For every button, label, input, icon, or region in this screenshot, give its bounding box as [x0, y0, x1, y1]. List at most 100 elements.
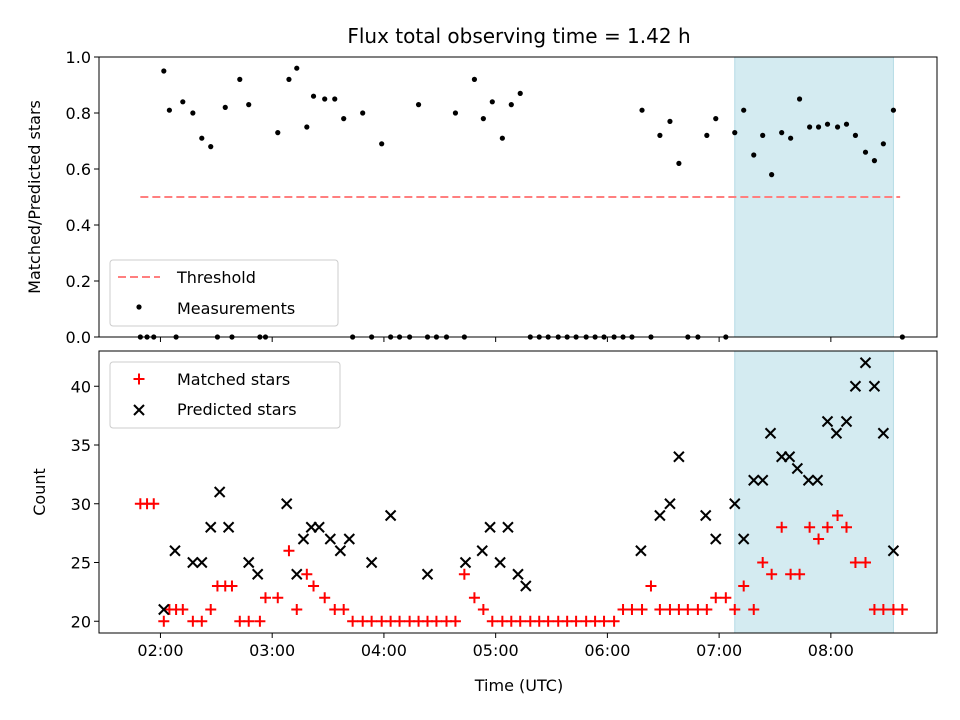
- predicted-marker: [421, 568, 434, 580]
- measurement-point: [190, 110, 196, 116]
- matched-marker: [645, 580, 657, 592]
- bottom-matched-markers: [134, 498, 908, 627]
- measurement-point: [471, 76, 478, 82]
- x-axis-label: Time (UTC): [474, 676, 563, 695]
- predicted-marker: [297, 533, 310, 545]
- measurement-point: [199, 135, 205, 141]
- matched-marker: [283, 545, 295, 557]
- matched-marker: [254, 615, 266, 627]
- measurement-point: [517, 90, 523, 96]
- legend-matched-swatch: [133, 373, 145, 385]
- measurement-point: [237, 76, 243, 82]
- measurement-point: [890, 107, 897, 113]
- predicted-marker: [635, 545, 647, 557]
- matched-marker: [682, 604, 694, 615]
- measurement-point: [824, 121, 831, 127]
- measurement-point: [796, 96, 803, 102]
- measurement-point: [499, 135, 505, 141]
- measurement-point: [779, 130, 785, 136]
- matched-marker: [748, 604, 760, 615]
- matched-marker: [394, 615, 406, 627]
- predicted-marker: [877, 427, 890, 439]
- measurement-point: [208, 144, 214, 150]
- matched-marker: [514, 615, 526, 627]
- matched-marker: [205, 604, 217, 615]
- matched-marker: [301, 568, 313, 580]
- matched-marker: [859, 557, 871, 568]
- measurement-point: [676, 160, 682, 166]
- legend-matched-marker: [133, 373, 145, 385]
- predicted-marker: [187, 556, 199, 569]
- bottom-legend-box: [109, 361, 341, 429]
- measurement-point: [815, 124, 822, 130]
- matched-marker: [570, 615, 582, 627]
- chart-title: Flux total observing time = 1.42 h: [347, 24, 690, 48]
- predicted-marker: [365, 556, 378, 569]
- measurement-point: [222, 104, 228, 110]
- predicted-marker: [830, 427, 843, 439]
- bottom-y-ticks: 20 25 30 35 40: [71, 377, 99, 631]
- measurement-point: [862, 149, 869, 155]
- measurement-point: [246, 102, 252, 108]
- predicted-marker: [673, 451, 685, 463]
- predicted-marker: [502, 521, 514, 533]
- matched-marker: [710, 592, 722, 604]
- matched-marker: [319, 592, 331, 604]
- measurement-point: [304, 124, 310, 130]
- predicted-marker: [748, 474, 760, 486]
- matched-marker: [272, 592, 284, 604]
- matched-marker: [636, 604, 648, 615]
- predicted-marker: [700, 509, 712, 522]
- matched-marker: [477, 604, 489, 615]
- predicted-marker: [196, 556, 208, 569]
- matched-marker: [720, 592, 732, 604]
- measurement-point: [452, 110, 459, 116]
- measurement-point: [704, 132, 710, 138]
- legend-predicted-marker: [133, 404, 145, 416]
- bottom-xtick-label: 02:00: [137, 641, 183, 660]
- matched-marker: [148, 498, 160, 510]
- measurement-point: [480, 116, 486, 122]
- measurement-point: [332, 96, 338, 102]
- matched-marker: [598, 615, 610, 627]
- predicted-marker: [494, 556, 506, 569]
- measurement-point: [667, 118, 673, 124]
- legend-measurements-label: Measurements: [177, 299, 295, 318]
- predicted-marker: [821, 415, 834, 428]
- measurement-point: [834, 124, 841, 130]
- measurement-point: [713, 116, 719, 122]
- bottom-ytick-label: 25: [71, 554, 91, 573]
- measurement-point: [769, 172, 775, 178]
- measurement-point: [166, 107, 172, 113]
- predicted-marker: [783, 451, 796, 463]
- matched-marker: [542, 615, 554, 627]
- matched-marker: [757, 557, 769, 568]
- measurement-point: [286, 76, 292, 82]
- bottom-ytick-label: 20: [71, 612, 91, 631]
- top-ytick-label: 0.6: [66, 160, 91, 179]
- predicted-marker: [213, 486, 226, 498]
- top-ytick-label: 0.2: [66, 272, 91, 291]
- predicted-marker: [868, 380, 881, 392]
- measurement-point: [508, 102, 514, 108]
- predicted-marker: [840, 415, 853, 428]
- matched-marker: [430, 615, 442, 627]
- predicted-marker: [243, 556, 255, 569]
- matched-marker: [794, 568, 806, 580]
- predicted-marker: [281, 498, 293, 510]
- predicted-marker: [811, 474, 824, 486]
- predicted-marker: [324, 533, 336, 545]
- measurement-point: [639, 107, 645, 113]
- bottom-xtick-label: 08:00: [808, 641, 854, 660]
- matched-marker: [626, 604, 638, 615]
- top-ytick-label: 0.8: [66, 104, 91, 123]
- predicted-marker: [756, 474, 769, 486]
- measurement-point: [732, 130, 738, 136]
- predicted-marker: [737, 533, 750, 545]
- matched-marker: [449, 615, 461, 627]
- predicted-marker: [291, 568, 303, 580]
- matched-marker: [458, 568, 470, 580]
- matched-marker: [486, 615, 498, 627]
- bottom-ytick-label: 30: [71, 495, 91, 514]
